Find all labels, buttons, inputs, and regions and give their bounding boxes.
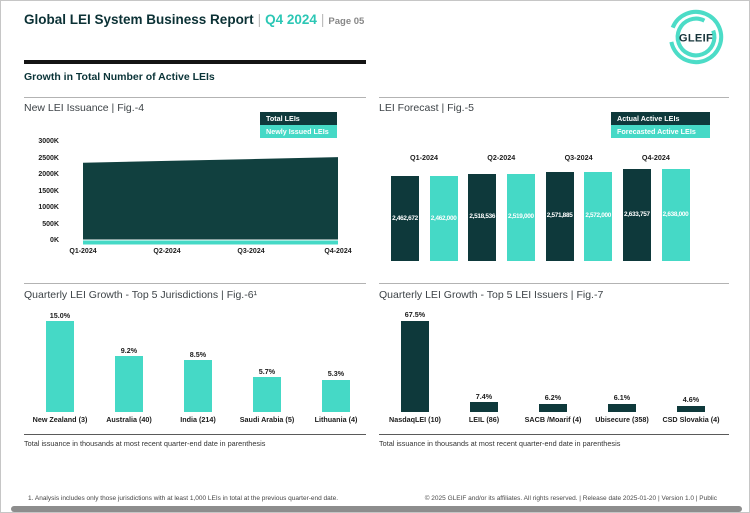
category-label: India (214) (180, 415, 216, 424)
bar (115, 356, 143, 412)
bar-value-label: 2,633,757 (624, 211, 650, 219)
pct-label: 6.1% (613, 393, 631, 403)
bar-value-label: 2,571,885 (546, 212, 573, 220)
bar (46, 321, 74, 412)
gleif-logo: GLEIF (667, 8, 725, 66)
legend-item-forecasted-active-leis: Forecasted Active LEIs (611, 125, 710, 138)
bar-value-label: 2,462,000 (430, 214, 457, 222)
y-axis-tick-label: 0K (50, 237, 59, 244)
fig5-title: LEI Forecast | Fig.-5 (379, 102, 474, 114)
bar (677, 405, 705, 412)
footnote: 1. Analysis includes only those jurisdic… (28, 495, 339, 502)
title-separator-2: | (320, 12, 325, 27)
pct-label: 8.5% (189, 349, 207, 359)
bar (468, 173, 497, 261)
bar (253, 377, 281, 412)
area-series-total-leis (83, 157, 338, 240)
panel-border (24, 283, 366, 284)
bar (584, 171, 613, 261)
title-separator: | (257, 12, 262, 27)
fig7-note: Total issuance in thousands at most rece… (379, 439, 621, 448)
pct-label: 9.2% (120, 345, 138, 355)
section-divider (24, 60, 366, 64)
pct-label: 5.3% (327, 369, 345, 379)
bar-value-label: 2,519,000 (508, 213, 534, 221)
panel-border (379, 283, 729, 284)
bar (401, 320, 429, 412)
x-axis-label: Q1-2024 (69, 248, 97, 255)
bar (539, 403, 567, 412)
panel-border (379, 97, 729, 98)
x-axis-label: Q3-2024 (564, 153, 593, 162)
bar-value-label: 2,572,000 (585, 212, 612, 220)
category-label: NasdaqLEI (10) (389, 415, 441, 424)
pct-label: 7.4% (475, 391, 493, 401)
bar (545, 171, 574, 261)
category-label: CSD Slovakia (4) (662, 415, 720, 424)
gleif-logo-text: GLEIF (679, 32, 713, 44)
page-number: Page 05 (328, 16, 365, 27)
x-axis-label: Q1-2024 (410, 153, 438, 162)
fig6-title: Quarterly LEI Growth - Top 5 Jurisdictio… (24, 289, 258, 301)
bar (506, 173, 535, 261)
x-axis-label: Q2-2024 (153, 248, 181, 255)
legend-item-actual-active-leis: Actual Active LEIs (611, 112, 710, 125)
note-separator (24, 434, 366, 435)
pct-label: 67.5% (404, 310, 426, 320)
panel-border (24, 97, 366, 98)
bar (608, 403, 636, 412)
x-axis-label: Q4-2024 (641, 153, 670, 162)
report-period: Q4 2024 (265, 12, 317, 27)
x-axis-label: Q3-2024 (237, 248, 265, 255)
fig7-title: Quarterly LEI Growth - Top 5 LEI Issuers… (379, 289, 604, 301)
y-axis-tick-label: 500K (42, 220, 59, 228)
category-label: New Zealand (3) (32, 415, 88, 424)
category-label: LEIL (86) (468, 415, 500, 424)
report-title: Global LEI System Business Report | Q4 202… (24, 12, 364, 27)
category-label: Ubisecure (358) (595, 415, 649, 424)
page-bottom-scrollbar (11, 506, 742, 512)
report-title-text: Global LEI System Business Report (24, 12, 254, 27)
fig4-title: New LEI Issuance | Fig.-4 (24, 102, 145, 114)
category-label: SACB /Moarif (4) (524, 415, 582, 424)
bar (661, 168, 690, 261)
bar (622, 169, 651, 261)
pct-label: 15.0% (49, 310, 71, 320)
x-axis-label: Q4-2024 (324, 248, 352, 255)
category-label: Saudi Arabia (5) (239, 415, 295, 424)
pct-label: 6.2% (544, 393, 562, 403)
bar (429, 176, 458, 261)
y-axis-tick-label: 1000K (38, 204, 59, 211)
legend-item-total-leis: Total LEIs (260, 112, 337, 125)
bar (184, 360, 212, 412)
bar-value-label: 2,462,672 (392, 214, 418, 222)
y-axis-tick-label: 3000K (38, 138, 59, 145)
bar-value-label: 2,638,000 (662, 210, 689, 218)
bar (322, 379, 350, 412)
pct-label: 5.7% (258, 366, 276, 376)
category-label: Australia (40) (106, 415, 152, 424)
category-label: Lithuania (4) (314, 415, 358, 424)
fig5-legend: Actual Active LEIs Forecasted Active LEI… (611, 112, 710, 138)
y-axis-tick-label: 2000K (38, 171, 59, 178)
legend-item-newly-issued-leis: Newly Issued LEIs (260, 125, 337, 138)
area-series-newly-issued-leis (83, 240, 338, 245)
pct-label: 4.6% (682, 395, 700, 405)
section-title: Growth in Total Number of Active LEIs (24, 71, 215, 83)
note-separator (379, 434, 729, 435)
bar-value-label: 2,518,536 (469, 213, 496, 221)
x-axis-label: Q2-2024 (487, 153, 516, 162)
fig6-note: Total issuance in thousands at most rece… (24, 439, 266, 448)
y-axis-tick-label: 2500K (38, 154, 59, 162)
bar (470, 402, 498, 412)
copyright: © 2025 GLEIF and/or its affiliates. All … (424, 495, 717, 502)
fig4-legend: Total LEIs Newly Issued LEIs (260, 112, 337, 138)
gleif-logo-icon: GLEIF (668, 9, 724, 65)
y-axis-tick-label: 1500K (38, 187, 59, 195)
fig4-area-chart (64, 136, 342, 245)
bar (391, 176, 419, 261)
